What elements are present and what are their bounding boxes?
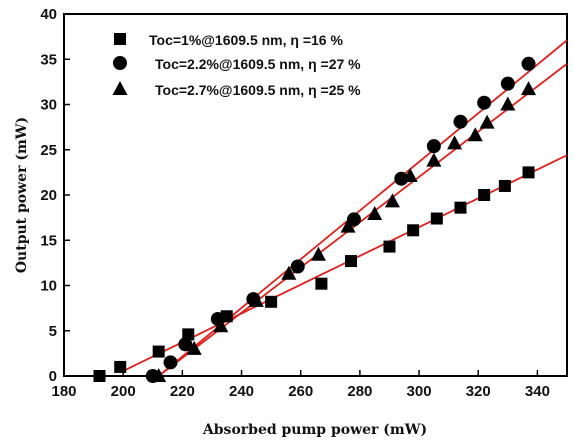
y-tick-label: 0 (49, 368, 57, 385)
data-point-circle (453, 114, 468, 129)
data-point-triangle (384, 193, 400, 208)
data-point-square (93, 370, 106, 382)
data-point-triangle (281, 265, 297, 280)
data-point-triangle (310, 246, 326, 261)
data-point-triangle (479, 114, 495, 129)
data-point-square (265, 295, 278, 308)
x-tick-label: 220 (170, 383, 195, 400)
data-point-triangle (500, 96, 516, 111)
data-point-triangle (426, 152, 442, 167)
legend-marker (114, 33, 126, 45)
data-point-circle (163, 355, 178, 370)
x-tick-label: 280 (347, 383, 372, 400)
data-point-circle (500, 76, 515, 91)
legend-label: Toc=2.7%@1609.5 nm, η =25 % (155, 82, 361, 98)
legend-marker (112, 81, 128, 95)
y-tick-label: 20 (40, 187, 57, 204)
data-point-square (454, 201, 467, 214)
y-axis-title: Output power (mW) (14, 117, 30, 273)
data-point-triangle (248, 292, 264, 307)
data-point-square (345, 255, 358, 268)
data-point-circle (394, 171, 409, 186)
data-point-circle (521, 56, 536, 71)
data-point-triangle (367, 206, 383, 221)
data-point-square (430, 212, 443, 225)
fit-line (158, 63, 568, 377)
data-point-circle (290, 259, 305, 274)
y-tick-label: 25 (40, 142, 57, 159)
data-point-triangle (340, 218, 356, 233)
data-point-square (315, 277, 328, 290)
data-point-circle (346, 212, 361, 227)
data-point-triangle (447, 135, 463, 150)
data-point-square (383, 240, 396, 253)
x-tick-label: 240 (229, 383, 254, 400)
data-point-triangle (467, 127, 483, 142)
data-point-square (522, 166, 535, 179)
data-point-triangle (151, 368, 167, 382)
data-point-triangle (213, 318, 229, 333)
x-axis-title: Absorbed pump power (mW) (202, 422, 427, 438)
data-point-triangle (402, 167, 418, 182)
y-tick-label: 30 (40, 97, 57, 114)
y-tick-label: 40 (40, 6, 57, 23)
x-tick-label: 180 (51, 383, 76, 400)
data-point-circle (477, 95, 492, 110)
data-point-triangle (186, 340, 202, 355)
legend: Toc=1%@1609.5 nm, η =16 % Toc=2.2%@1609.5… (112, 32, 361, 98)
x-tick-label: 300 (407, 383, 432, 400)
fit-line (119, 154, 568, 374)
y-tick-label: 5 (49, 323, 57, 340)
y-tick-label: 15 (40, 232, 57, 249)
y-tick-label: 35 (40, 51, 57, 68)
data-point-square (152, 345, 165, 358)
data-point-circle (426, 139, 441, 154)
data-point-square (498, 179, 511, 192)
legend-label: Toc=1%@1609.5 nm, η =16 % (149, 32, 343, 48)
x-tick-label: 320 (466, 383, 491, 400)
data-point-square (407, 224, 420, 237)
x-tick-label: 260 (288, 383, 313, 400)
x-tick-label: 200 (111, 383, 136, 400)
data-point-triangle (521, 81, 537, 96)
data-markers (93, 56, 537, 383)
y-tick-label: 10 (40, 278, 57, 295)
data-point-square (114, 360, 127, 373)
data-point-circle (178, 337, 193, 352)
data-point-square (478, 189, 491, 201)
legend-label: Toc=2.2%@1609.5 nm, η =27 % (155, 56, 361, 72)
x-tick-label: 340 (525, 383, 550, 400)
axis-ticks: 180 200 220 240 260 280 300 320 340 0 5 10 15 20 25 30 3… (40, 6, 550, 400)
legend-marker (113, 56, 127, 70)
